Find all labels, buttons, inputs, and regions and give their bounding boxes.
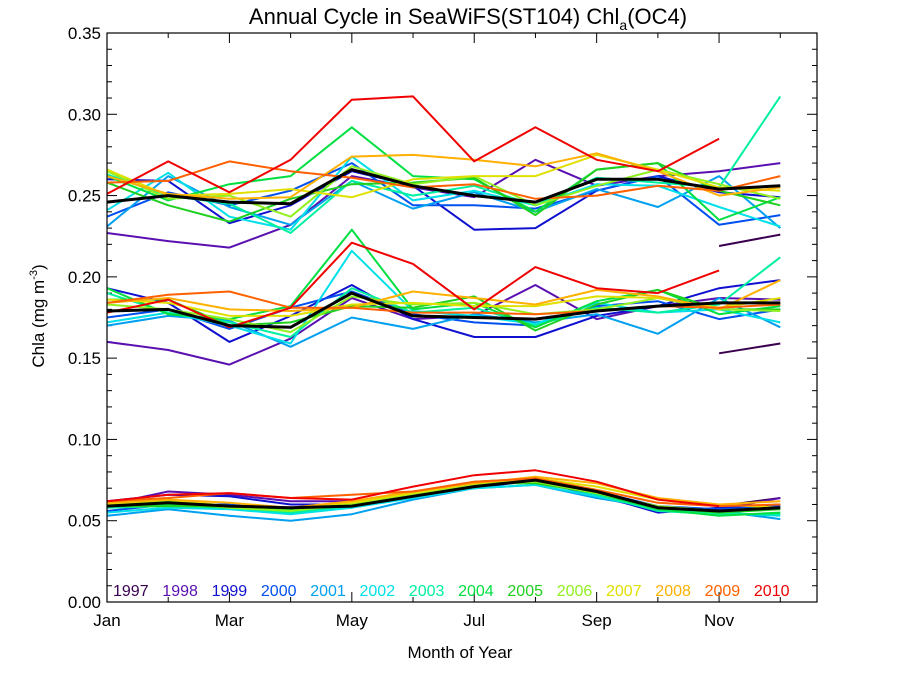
series-line-2010-lower xyxy=(106,469,720,508)
x-tick-label: Mar xyxy=(215,611,245,630)
series-line-2003-upper xyxy=(106,95,782,234)
y-tick-label: 0.10 xyxy=(68,430,101,449)
y-tick-label: 0.25 xyxy=(68,187,101,206)
x-tick-label: May xyxy=(336,611,369,630)
y-tick-label: 0.30 xyxy=(68,105,101,124)
series-line-2010-upper xyxy=(106,95,720,195)
y-tick-labels: 0.00 0.05 0.10 0.15 0.20 0.25 0.30 0.35 xyxy=(68,24,101,612)
series-line-1997-median xyxy=(718,342,781,355)
series-line-1997-upper xyxy=(718,233,781,247)
legend-item-2001: 2001 xyxy=(310,583,346,600)
legend-item-2008: 2008 xyxy=(655,583,691,600)
series-line-1999-median xyxy=(106,279,781,343)
series-line-2005-median xyxy=(107,288,781,332)
mean-line-lower xyxy=(106,478,781,513)
x-tick-label: Sep xyxy=(582,611,612,630)
y-tick-label: 0.05 xyxy=(68,512,101,531)
series-line-2010-median xyxy=(106,241,720,329)
series-line-2008-median xyxy=(106,279,781,312)
legend-item-2009: 2009 xyxy=(705,583,741,600)
mean-line-median xyxy=(106,291,781,329)
y-tick-label: 0.00 xyxy=(68,593,101,612)
x-tick-label: Jul xyxy=(463,611,485,630)
series-line-2007-median xyxy=(106,295,781,317)
legend-item-2000: 2000 xyxy=(261,583,297,600)
legend-item-2002: 2002 xyxy=(360,583,396,600)
y-tick-label: 0.20 xyxy=(68,268,101,287)
legend-item-1997: 1997 xyxy=(113,583,149,600)
mean-line-upper xyxy=(106,168,781,206)
legend-item-2005: 2005 xyxy=(507,583,543,600)
legend-item-2007: 2007 xyxy=(606,583,642,600)
series-line-2002-upper xyxy=(106,155,781,231)
series-layer xyxy=(106,95,782,522)
legend: 1997 1998 1999 2000 2001 2002 2003 2004 2005 2006… xyxy=(113,583,790,600)
series-line-2007-upper xyxy=(106,153,781,199)
legend-item-2010: 2010 xyxy=(754,583,790,600)
x-tick-label: Nov xyxy=(704,611,735,630)
y-tick-label: 0.35 xyxy=(68,24,101,43)
legend-item-2006: 2006 xyxy=(557,583,593,600)
axis-ticks xyxy=(106,32,817,603)
chart-title: Annual Cycle in SeaWiFS(ST104) Chla(OC4) xyxy=(249,4,687,33)
y-tick-label: 0.15 xyxy=(68,349,101,368)
series-line-2008-upper xyxy=(106,152,781,200)
x-axis-label: Month of Year xyxy=(408,643,513,662)
legend-item-2004: 2004 xyxy=(458,583,494,600)
legend-item-1998: 1998 xyxy=(162,583,198,600)
legend-item-1999: 1999 xyxy=(212,583,248,600)
y-axis-label: Chla (mg m-3) xyxy=(28,264,48,367)
series-line-1999-upper xyxy=(106,170,781,231)
series-line-2009-upper xyxy=(106,160,781,200)
plot-frame xyxy=(106,32,818,603)
legend-item-2003: 2003 xyxy=(409,583,445,600)
x-tick-label: Jan xyxy=(93,611,120,630)
x-tick-labels: Jan Mar May Jul Sep Nov xyxy=(93,611,734,630)
